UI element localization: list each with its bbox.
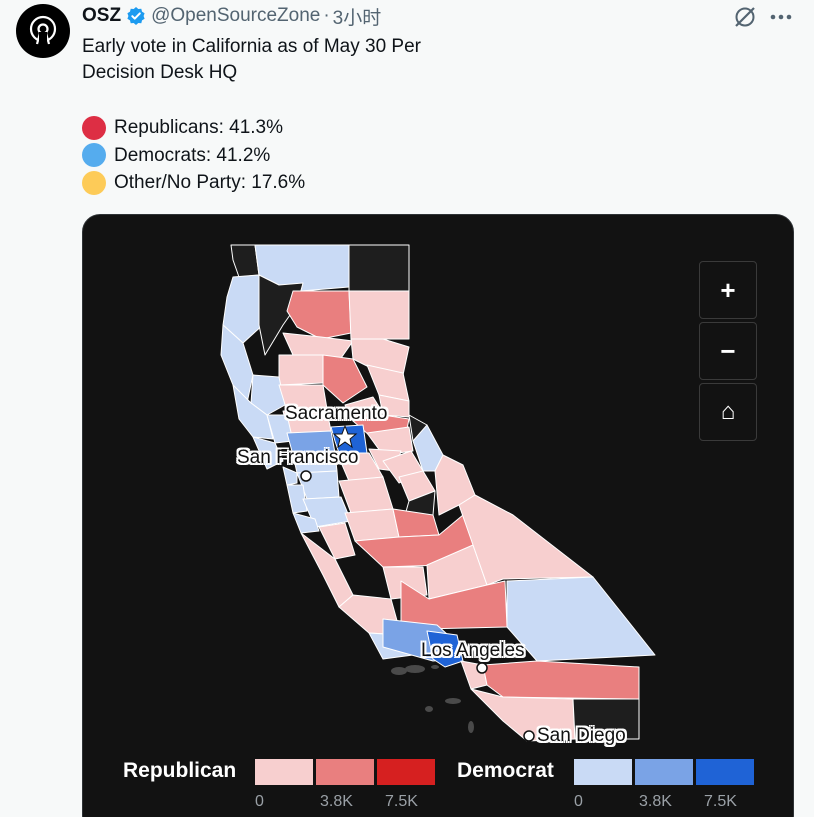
county-tehama	[282, 332, 354, 362]
county-stanislaus	[338, 476, 394, 514]
plus-icon: +	[720, 274, 736, 305]
county-butte	[322, 354, 368, 404]
island-anacapa	[431, 665, 439, 669]
blue-circle-icon	[82, 143, 106, 168]
island-santa-cruz-isl	[405, 665, 425, 673]
republican-scale-low	[255, 759, 313, 785]
party-share-other: Other/No Party: 17.6%	[82, 169, 305, 197]
county-merced	[344, 508, 400, 542]
grok-icon[interactable]	[732, 4, 758, 30]
county-riverside	[482, 660, 640, 700]
tweet-line-2: Decision Desk HQ	[82, 62, 238, 83]
city-label-san-diego: San Diego	[537, 725, 626, 746]
democrat-scale-high	[696, 759, 754, 785]
zoom-in-button[interactable]: +	[699, 261, 757, 319]
county-glenn	[278, 354, 324, 386]
republican-scale-label: Republican	[123, 759, 237, 782]
san-francisco-marker	[300, 470, 312, 482]
red-circle-icon	[82, 115, 106, 140]
home-button[interactable]: ⌂	[699, 383, 757, 441]
county-shasta	[286, 290, 352, 340]
city-label-san-francisco: San Francisco	[237, 447, 359, 468]
avatar[interactable]	[16, 4, 70, 58]
county-san-mateo	[286, 484, 308, 514]
verified-badge-icon	[126, 6, 146, 26]
republican-tick-0: 0	[255, 793, 264, 810]
democrat-scale-label: Democrat	[457, 759, 554, 782]
map-card[interactable]: + − ⌂ Sacramento San Francisco Los Angel…	[82, 214, 794, 817]
city-label-sacramento: Sacramento	[285, 403, 388, 424]
democrat-scale-mid	[635, 759, 693, 785]
republicans-share: Republicans: 41.3%	[114, 117, 283, 138]
county-marin	[252, 436, 284, 470]
account-name[interactable]: OSZ	[82, 5, 122, 26]
zoom-out-button[interactable]: −	[699, 322, 757, 380]
democrat-tick-2: 7.5K	[704, 793, 737, 810]
island-clemente	[468, 721, 474, 733]
democrat-tick-0: 0	[574, 793, 583, 810]
tweet-text: Early vote in California as of May 30 Pe…	[82, 34, 421, 86]
county-sonoma	[232, 384, 274, 440]
county-san-benito	[318, 522, 356, 560]
county-lassen	[348, 290, 410, 340]
democrat-tick-1: 3.8K	[639, 793, 672, 810]
county-colusa	[278, 384, 328, 412]
account-handle[interactable]: @OpenSourceZone	[151, 5, 321, 26]
california-county-map[interactable]	[83, 215, 794, 817]
county-santa-cruz	[292, 512, 320, 534]
other-share: Other/No Party: 17.6%	[114, 172, 306, 193]
sacramento-star-icon	[332, 424, 358, 449]
timestamp[interactable]: 3小时	[332, 7, 382, 29]
democrats-share: Democrats: 41.2%	[114, 144, 271, 166]
party-share-democrats: Democrats: 41.2%	[82, 142, 305, 170]
party-share-republicans: Republicans: 41.3%	[82, 114, 305, 142]
san-diego-marker	[523, 730, 535, 742]
county-la-core	[426, 630, 464, 668]
city-label-los-angeles: Los Angeles	[421, 640, 525, 661]
republican-scale-mid	[316, 759, 374, 785]
republican-tick-2: 7.5K	[385, 793, 418, 810]
more-icon[interactable]	[766, 4, 796, 30]
island-santa-rosa	[391, 667, 407, 675]
county-el-dorado	[366, 426, 414, 456]
island-san-nicolas	[425, 706, 433, 712]
county-imperial	[572, 698, 640, 740]
island-catalina	[445, 698, 461, 704]
republican-tick-1: 3.8K	[320, 793, 353, 810]
open-source-logo-icon	[29, 15, 57, 46]
county-san-francisco	[282, 466, 298, 486]
republican-scale-high	[377, 759, 435, 785]
tweet-header: OSZ @OpenSourceZone · 3小时	[82, 4, 382, 29]
county-modoc	[348, 244, 410, 292]
county-del-norte	[230, 244, 260, 278]
home-icon: ⌂	[720, 398, 736, 425]
los-angeles-marker	[476, 662, 488, 674]
democrat-scale-low	[574, 759, 632, 785]
separator-dot: ·	[323, 5, 330, 26]
county-lake	[250, 374, 286, 416]
minus-icon: −	[720, 335, 736, 366]
county-san-bernardino	[506, 576, 656, 662]
tweet-line-1: Early vote in California as of May 30 Pe…	[82, 36, 421, 57]
party-share-list: Republicans: 41.3% Democrats: 41.2% Othe…	[82, 114, 305, 197]
yellow-circle-icon	[82, 170, 106, 195]
county-inyo	[458, 494, 594, 586]
